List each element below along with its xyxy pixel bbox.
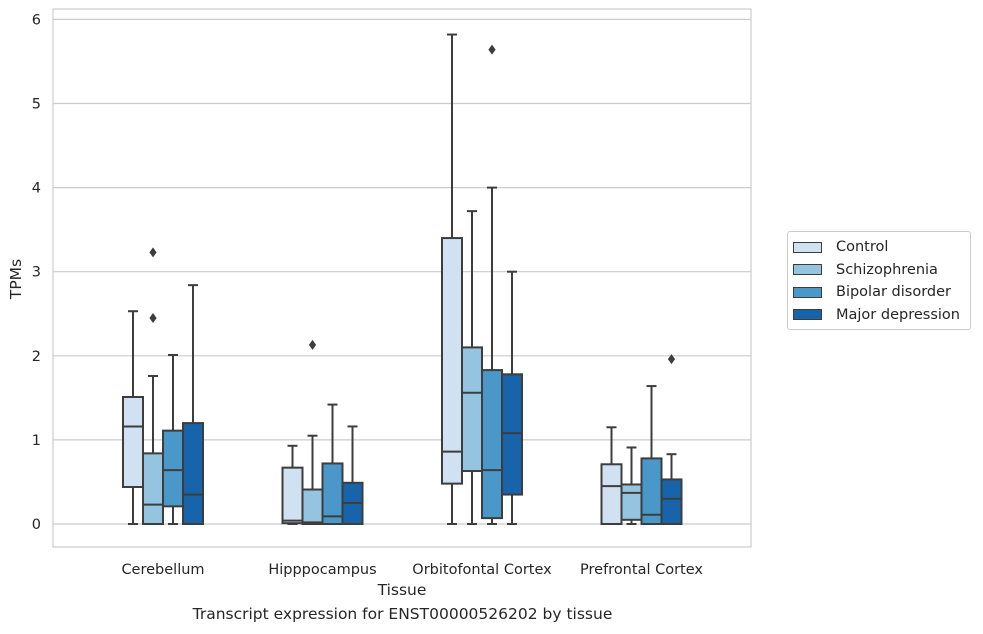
box-schizophrenia <box>301 339 324 526</box>
outlier-point <box>308 339 317 350</box>
legend-label: Bipolar disorder <box>836 284 951 301</box>
y-tick-label: 2 <box>32 349 41 365</box>
chart-caption: Transcript expression for ENST0000052620… <box>192 605 613 623</box>
box-body <box>461 346 483 473</box>
x-tick-label: Orbitofontal Cortex <box>412 562 552 578</box>
y-tick-label: 0 <box>32 517 41 533</box>
box-schizophrenia <box>461 210 483 525</box>
legend: Control Schizophrenia Bipolar disorder Majo… <box>787 231 971 330</box>
x-tick-label: Cerebellum <box>121 562 204 578</box>
y-tick-label: 4 <box>32 181 41 197</box>
legend-item: Control <box>788 236 970 259</box>
box-body <box>600 463 623 525</box>
box-body <box>182 422 204 525</box>
box-schizophrenia <box>142 247 164 525</box>
box-major-depression <box>341 425 364 525</box>
legend-label: Control <box>836 239 889 256</box>
legend-item: Schizophrenia <box>788 259 970 282</box>
box-body <box>162 429 184 508</box>
y-tick-labels: 0 1 2 3 4 5 6 <box>32 12 41 533</box>
box-body <box>142 452 164 525</box>
y-tick-label: 6 <box>32 12 41 28</box>
outlier-point <box>149 312 157 323</box>
x-tick-label: Hipppocampus <box>268 562 376 578</box>
legend-swatch <box>793 264 822 276</box>
box-control <box>122 310 144 525</box>
box-body <box>620 483 643 521</box>
legend-label: Schizophrenia <box>836 261 938 278</box>
box-body <box>441 237 463 485</box>
box-control <box>281 444 304 525</box>
x-tick-label: Prefrontal Cortex <box>580 562 703 578</box>
outlier-point <box>149 247 157 258</box>
box-body <box>321 462 344 525</box>
box-body <box>501 373 523 496</box>
box-major-depression <box>660 354 683 525</box>
box-body <box>281 466 304 525</box>
box-bipolar-disorder <box>640 385 663 526</box>
box-control <box>600 426 623 525</box>
legend-swatch <box>793 286 822 298</box>
plot-frame <box>52 8 752 548</box>
legend-item: Bipolar disorder <box>788 281 970 304</box>
outlier-point <box>488 44 496 55</box>
box-bipolar-disorder <box>481 44 503 525</box>
box-body <box>481 369 503 520</box>
box-major-depression <box>501 270 523 525</box>
y-axis-label: TPMs <box>7 259 25 300</box>
box-body <box>122 396 144 488</box>
outlier-point <box>667 354 676 365</box>
legend-item: Major depression <box>788 304 970 327</box>
y-tick-label: 3 <box>32 265 41 281</box>
box-schizophrenia <box>620 446 643 525</box>
x-tick-labels: Cerebellum Hipppocampus Orbitofontal Corte… <box>121 562 703 578</box>
box-plots <box>122 33 683 526</box>
box-bipolar-disorder <box>162 353 184 525</box>
box-body <box>660 478 683 525</box>
box-control <box>441 33 463 525</box>
box-bipolar-disorder <box>321 403 344 525</box>
grid-lines <box>53 18 751 525</box>
y-tick-label: 1 <box>32 433 41 449</box>
x-axis-label: Tissue <box>377 581 427 599</box>
y-tick-label: 5 <box>32 97 41 113</box>
legend-label: Major depression <box>836 306 960 323</box>
box-body <box>301 488 324 526</box>
legend-swatch <box>793 309 822 321</box>
box-major-depression <box>182 284 204 525</box>
legend-swatch <box>793 241 822 253</box>
